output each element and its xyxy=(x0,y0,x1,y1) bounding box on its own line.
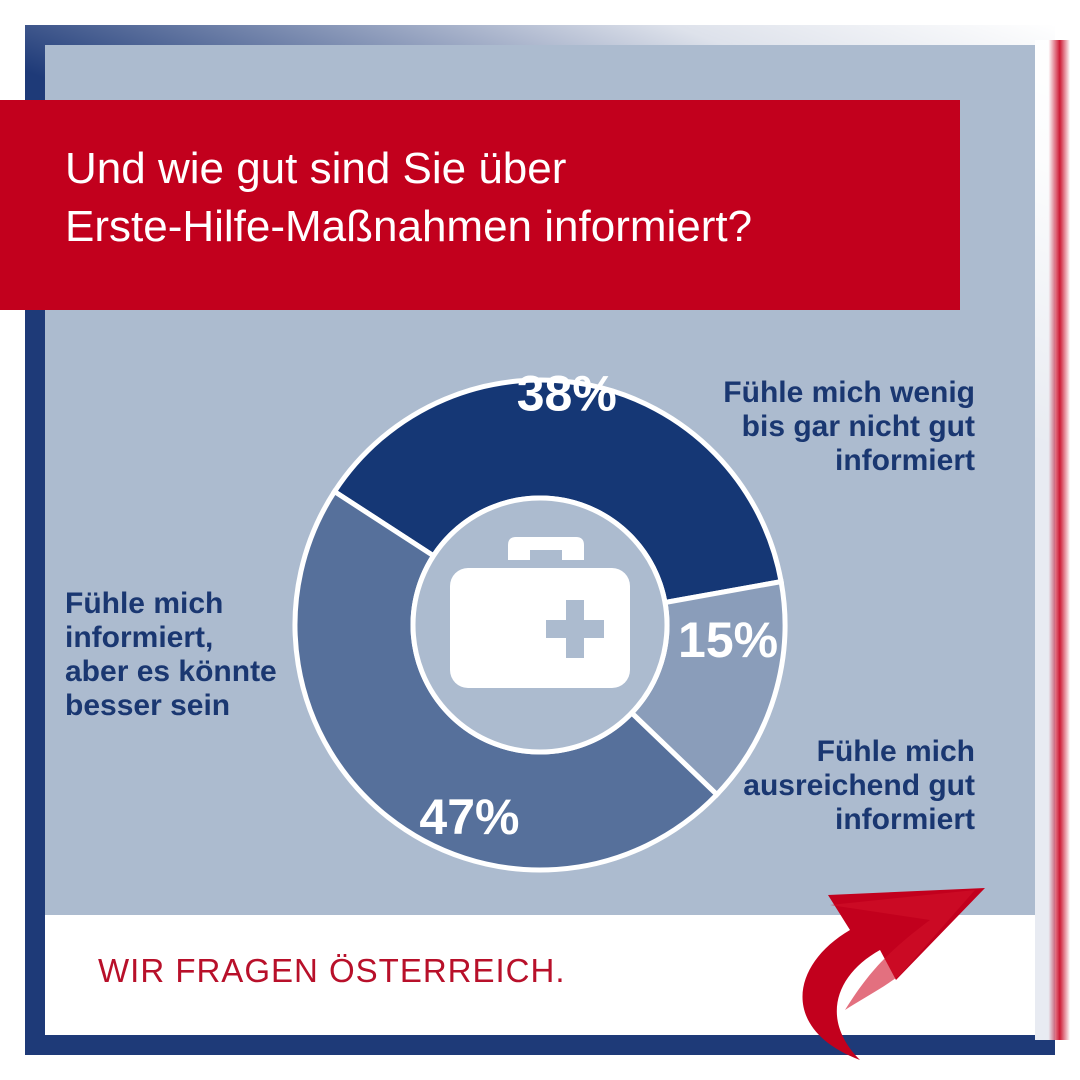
title-line-2: Erste-Hilfe-Maßnahmen informiert? xyxy=(65,202,753,251)
label-line: informiert xyxy=(834,444,975,477)
label-line: besser sein xyxy=(65,689,231,722)
first-aid-cross-icon xyxy=(546,600,604,658)
label-line: bis gar nicht gut xyxy=(741,410,975,443)
title-banner xyxy=(0,100,960,310)
label-line: Fühle mich xyxy=(65,587,224,620)
label-line: Fühle mich xyxy=(816,735,975,768)
frame-edge-swoosh xyxy=(1035,40,1080,1040)
footer-slogan: WIR FRAGEN ÖSTERREICH. xyxy=(98,952,566,989)
legend-label-besser: Fühle mich informiert, aber es könnte be… xyxy=(65,587,305,723)
label-line: informiert xyxy=(834,803,975,836)
slice-value-label: 15% xyxy=(678,612,778,668)
title-line-1: Und wie gut sind Sie über xyxy=(65,144,567,193)
slice-value-label: 38% xyxy=(517,366,617,422)
label-line: informiert, xyxy=(65,621,214,654)
label-line: aber es könnte xyxy=(65,655,277,688)
legend-label-wenig: Fühle mich wenig bis gar nicht gut infor… xyxy=(640,376,975,478)
legend-label-ausreichend: Fühle mich ausreichend gut informiert xyxy=(640,735,975,837)
label-line: Fühle mich wenig xyxy=(723,376,975,409)
slice-value-label: 47% xyxy=(419,789,519,845)
first-aid-kit-icon xyxy=(450,537,630,688)
label-line: ausreichend gut xyxy=(743,769,975,802)
page-title: Und wie gut sind Sie über Erste-Hilfe-Ma… xyxy=(65,140,945,256)
